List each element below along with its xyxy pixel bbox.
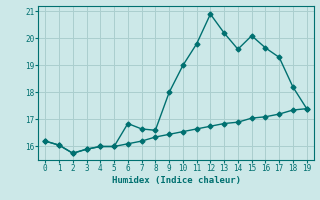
X-axis label: Humidex (Indice chaleur): Humidex (Indice chaleur) (111, 176, 241, 185)
